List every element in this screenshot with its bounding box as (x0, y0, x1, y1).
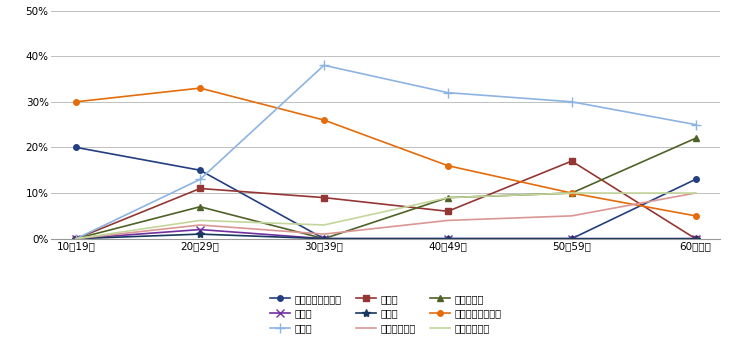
住　宅 (567, 100, 576, 104)
Line: 卒　業: 卒 業 (72, 230, 700, 243)
就　学 (72, 237, 81, 241)
卒　業 (443, 237, 452, 241)
退職・廣業 (196, 205, 204, 209)
Line: 退職・廣業: 退職・廣業 (73, 135, 699, 242)
生活の利便性 (72, 237, 81, 241)
Line: 生活の利便性: 生活の利便性 (76, 193, 695, 239)
住　宅 (196, 177, 204, 181)
転　動 (196, 186, 204, 191)
結婚・離婚・組組 (72, 100, 81, 104)
住　宅 (72, 237, 81, 241)
就職・転職・転業 (443, 237, 452, 241)
生活の利便性 (196, 218, 204, 223)
退職・廣業 (691, 136, 700, 140)
転　動 (72, 237, 81, 241)
Legend: 就職・転職・転業, 就　学, 住　宅, 転　動, 卒　業, 交通の利便性, 退職・廣業, 結婚・離婚・組組, 生活の利便性: 就職・転職・転業, 就 学, 住 宅, 転 動, 卒 業, 交通の利便性, 退職… (270, 294, 501, 333)
退職・廣業 (320, 237, 329, 241)
卒　業 (72, 237, 81, 241)
卒　業 (196, 232, 204, 236)
Line: 住　宅: 住 宅 (71, 60, 700, 244)
結婚・離婚・組組 (320, 118, 329, 122)
就　学 (443, 237, 452, 241)
生活の利便性 (443, 196, 452, 200)
就　学 (567, 237, 576, 241)
就　学 (320, 237, 329, 241)
Line: 交通の利便性: 交通の利便性 (76, 193, 695, 239)
退職・廣業 (72, 237, 81, 241)
交通の利便性 (196, 223, 204, 227)
転　動 (567, 159, 576, 163)
就　学 (196, 227, 204, 232)
退職・廣業 (567, 191, 576, 195)
転　動 (443, 209, 452, 213)
Line: 結婚・離婚・組組: 結婚・離婚・組組 (74, 85, 698, 219)
卒　業 (691, 237, 700, 241)
交通の利便性 (72, 237, 81, 241)
就職・転職・転業 (196, 168, 204, 172)
結婚・離婚・組組 (567, 191, 576, 195)
交通の利便性 (567, 214, 576, 218)
交通の利便性 (691, 191, 700, 195)
卒　業 (567, 237, 576, 241)
住　宅 (320, 63, 329, 67)
住　宅 (443, 91, 452, 95)
結婚・離婚・組組 (691, 214, 700, 218)
結婚・離婚・組組 (443, 164, 452, 168)
転　動 (691, 237, 700, 241)
交通の利便性 (320, 232, 329, 236)
就職・転職・転業 (691, 177, 700, 181)
就職・転職・転業 (72, 145, 81, 150)
Line: 転　動: 転 動 (74, 158, 698, 241)
Line: 就職・転職・転業: 就職・転職・転業 (74, 145, 698, 241)
就職・転職・転業 (320, 237, 329, 241)
卒　業 (320, 237, 329, 241)
退職・廣業 (443, 196, 452, 200)
就職・転職・転業 (567, 237, 576, 241)
転　動 (320, 196, 329, 200)
結婚・離婚・組組 (196, 86, 204, 90)
生活の利便性 (320, 223, 329, 227)
Line: 就　学: 就 学 (72, 225, 700, 243)
就　学 (691, 237, 700, 241)
交通の利便性 (443, 218, 452, 223)
住　宅 (691, 122, 700, 127)
生活の利便性 (567, 191, 576, 195)
生活の利便性 (691, 191, 700, 195)
